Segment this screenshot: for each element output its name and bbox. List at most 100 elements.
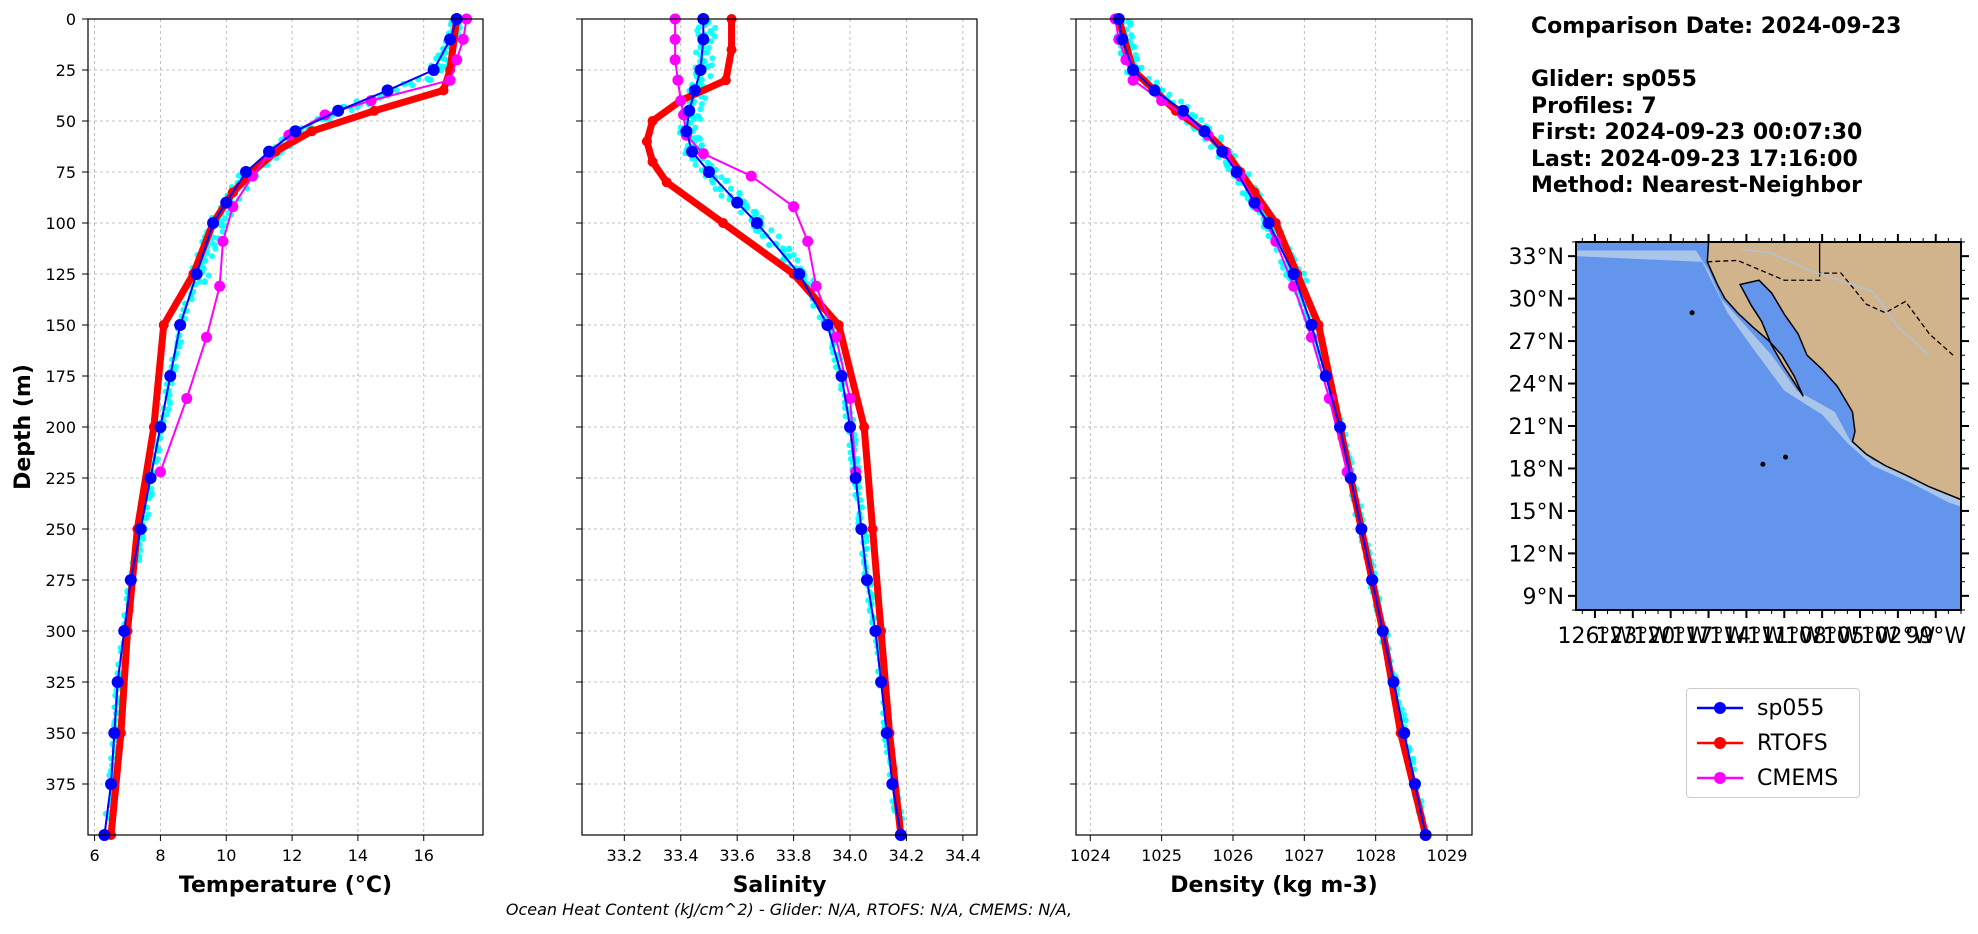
glider-profile-point bbox=[698, 100, 705, 107]
glider-profile-point bbox=[712, 24, 719, 31]
data-point-sp055 bbox=[1262, 217, 1275, 229]
data-point-cmems bbox=[1127, 74, 1139, 86]
x-tick-label: 34.2 bbox=[889, 846, 925, 865]
data-point-sp055 bbox=[793, 268, 806, 280]
glider-profile-point bbox=[696, 24, 703, 31]
data-point-sp055 bbox=[886, 778, 899, 790]
data-point-sp055 bbox=[444, 33, 457, 46]
data-point-rtofs bbox=[306, 126, 317, 137]
glider-profile-point bbox=[156, 446, 163, 453]
data-point-sp055 bbox=[869, 625, 882, 637]
data-point-sp055 bbox=[844, 421, 857, 433]
legend-marker-cmems bbox=[1697, 772, 1743, 784]
glider-profile-point bbox=[1280, 264, 1287, 271]
glider-profile-point bbox=[790, 251, 797, 258]
data-point-rtofs bbox=[158, 320, 169, 330]
glider-profile-point bbox=[1266, 232, 1273, 239]
glider-profile-point bbox=[702, 95, 709, 102]
data-point-sp055 bbox=[124, 574, 137, 586]
legend-label-rtofs: RTOFS bbox=[1757, 730, 1828, 756]
glider-profile-point bbox=[727, 185, 734, 192]
y-tick-label: 200 bbox=[45, 418, 76, 437]
legend-item-cmems: CMEMS bbox=[1695, 763, 1838, 793]
data-point-sp055 bbox=[683, 104, 696, 117]
glider-profile-point bbox=[212, 245, 219, 252]
glider-profile-point bbox=[697, 106, 704, 113]
glider-profile-point bbox=[1239, 190, 1246, 197]
profile-count: Profiles: 7 bbox=[1531, 93, 1657, 119]
data-point-sp055 bbox=[144, 472, 157, 484]
glider-profile-point bbox=[218, 222, 225, 229]
glider-profile-point bbox=[708, 62, 715, 69]
data-point-sp055 bbox=[1198, 125, 1211, 138]
data-point-sp055 bbox=[174, 319, 187, 331]
data-point-cmems bbox=[669, 33, 681, 45]
glider-profile-point bbox=[711, 33, 718, 40]
map-island bbox=[1783, 454, 1789, 460]
data-point-sp055 bbox=[1398, 727, 1411, 739]
data-point-sp055 bbox=[680, 125, 693, 138]
glider-profile-point bbox=[205, 272, 212, 279]
map-lon-label: 111°W bbox=[1747, 624, 1822, 649]
glider-profile-point bbox=[165, 406, 172, 413]
series-line-rtofs bbox=[643, 19, 905, 836]
data-point-rtofs bbox=[647, 116, 658, 126]
map-lon-label: 120°W bbox=[1633, 624, 1708, 649]
map-lon-label: 126°W bbox=[1558, 624, 1633, 649]
map-lat-label: 9°N bbox=[1523, 585, 1564, 610]
data-point-sp055 bbox=[880, 727, 893, 739]
data-point-cmems bbox=[451, 54, 463, 66]
y-tick-label: 350 bbox=[45, 724, 76, 743]
data-point-cmems bbox=[830, 331, 842, 343]
glider-profile-point bbox=[1400, 711, 1407, 718]
map-lon-label: 108°W bbox=[1785, 624, 1860, 649]
data-point-cmems bbox=[181, 392, 193, 404]
y-tick-label: 125 bbox=[45, 265, 76, 284]
data-point-cmems bbox=[669, 54, 681, 66]
glider-profile-point bbox=[697, 116, 704, 123]
glider-profile-point bbox=[166, 398, 173, 405]
data-point-sp055 bbox=[381, 84, 394, 97]
glider-profile-point bbox=[393, 87, 400, 94]
x-tick-label: 10 bbox=[216, 846, 236, 865]
map-lon-label: 123°W bbox=[1595, 624, 1670, 649]
data-point-sp055 bbox=[1305, 319, 1318, 331]
x-tick-label: 16 bbox=[414, 846, 434, 865]
x-tick-label: 34.4 bbox=[945, 846, 981, 865]
glider-profile-point bbox=[1128, 33, 1135, 40]
data-point-sp055 bbox=[731, 196, 744, 209]
glider-profile-point bbox=[202, 257, 209, 264]
glider-profile-point bbox=[143, 515, 150, 522]
data-point-sp055 bbox=[1248, 196, 1261, 209]
glider-profile-point bbox=[438, 67, 445, 74]
glider-profile-point bbox=[704, 159, 711, 166]
glider-profile-point bbox=[775, 233, 782, 240]
glider-profile-point bbox=[712, 186, 719, 193]
glider-profile-point bbox=[736, 191, 743, 198]
data-point-rtofs bbox=[438, 85, 449, 96]
data-point-rtofs bbox=[718, 218, 729, 228]
comparison-info: Comparison Date: 2024-09-23 Glider: sp05… bbox=[1531, 14, 1901, 200]
data-point-sp055 bbox=[688, 84, 701, 97]
data-point-sp055 bbox=[1355, 523, 1368, 535]
data-point-cmems bbox=[675, 95, 687, 107]
glider-profile-point bbox=[718, 192, 725, 199]
data-point-sp055 bbox=[750, 217, 763, 229]
x-tick-label: 1028 bbox=[1355, 846, 1396, 865]
glider-profile-point bbox=[786, 246, 793, 253]
glider-profile-point bbox=[864, 545, 871, 552]
y-tick-label: 0 bbox=[66, 10, 76, 29]
data-point-rtofs bbox=[726, 44, 737, 55]
series-line-sp055 bbox=[103, 18, 458, 836]
glider-profile-point bbox=[794, 257, 801, 264]
glider-profile-point bbox=[1401, 716, 1408, 723]
glider-profile-point bbox=[707, 73, 714, 80]
plot-frame bbox=[581, 18, 978, 836]
data-point-rtofs bbox=[833, 320, 844, 330]
x-tick-label: 12 bbox=[282, 846, 302, 865]
glider-profile-point bbox=[1303, 277, 1310, 284]
x-tick-label: 6 bbox=[89, 846, 99, 865]
glider-profile-point bbox=[701, 58, 708, 65]
glider-profile-point bbox=[708, 177, 715, 184]
y-tick-label: 75 bbox=[56, 163, 76, 182]
